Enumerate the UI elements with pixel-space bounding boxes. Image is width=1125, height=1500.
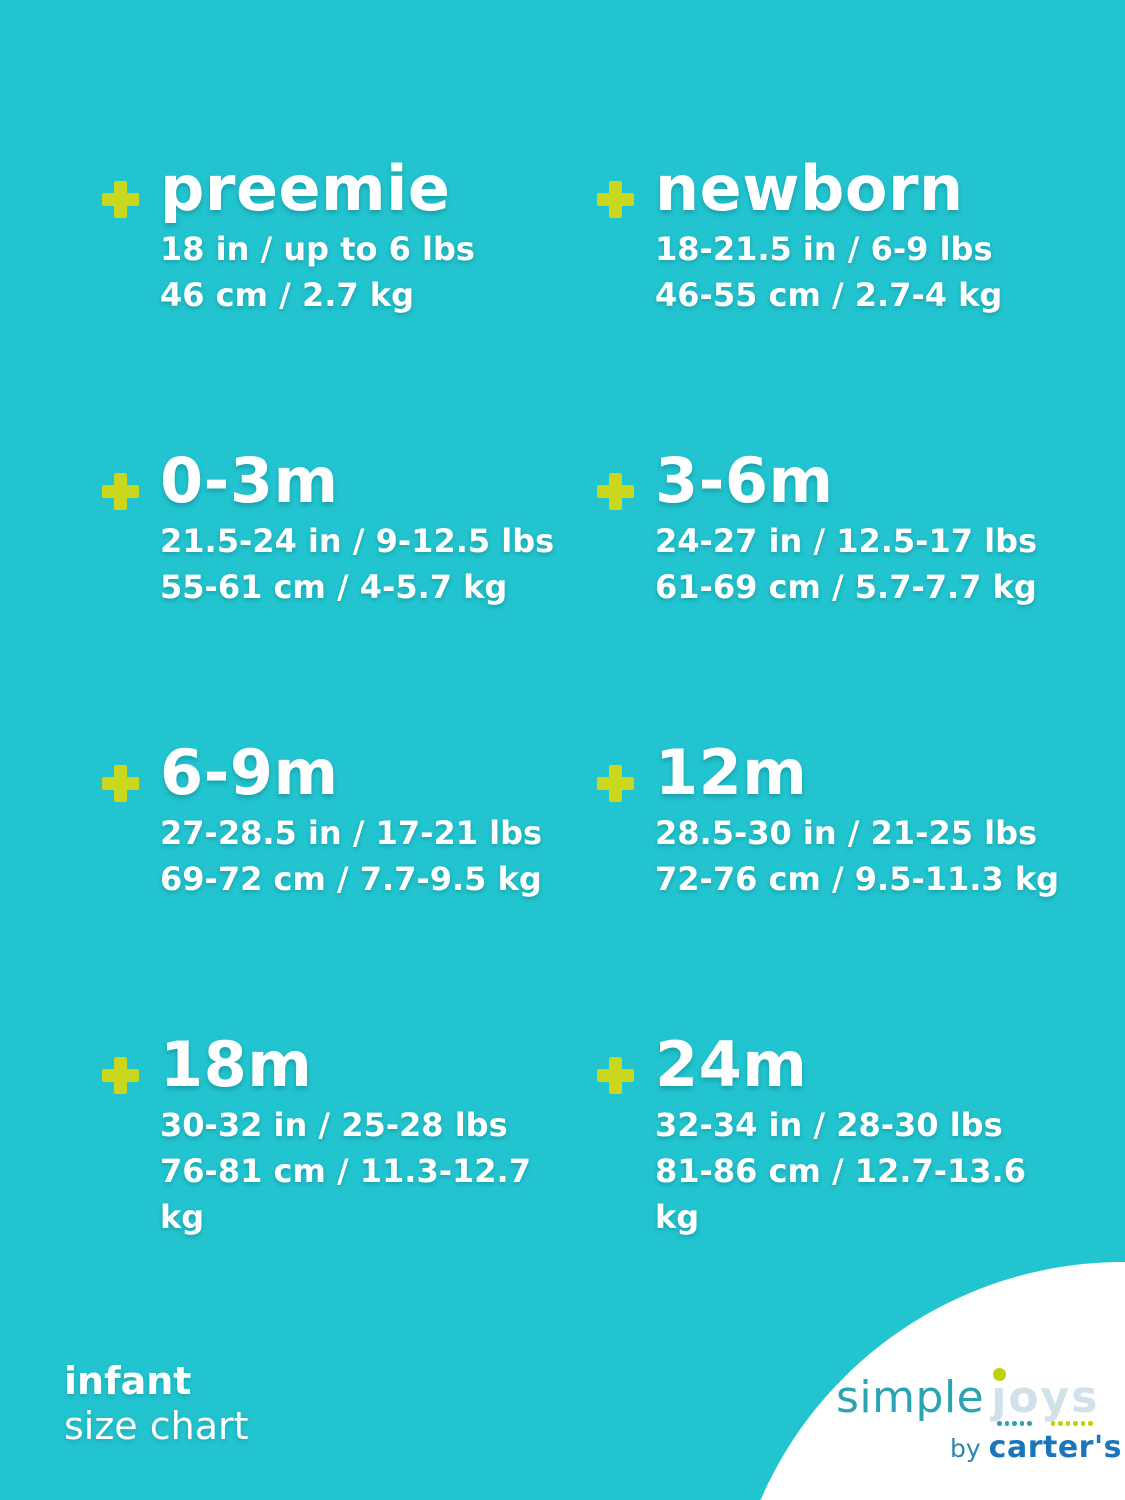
- size-entry-12m: 12m 28.5-30 in / 21-25 lbs 72-76 cm / 9.…: [597, 736, 1067, 902]
- plus-icon: [102, 765, 139, 802]
- teal-dots-icon: [997, 1421, 1032, 1426]
- size-label: 6-9m: [160, 736, 339, 809]
- size-entry-6-9m: 6-9m 27-28.5 in / 17-21 lbs 69-72 cm / 7…: [102, 736, 572, 902]
- size-range-metric: 72-76 cm / 9.5-11.3 kg: [655, 860, 1060, 898]
- size-range-imperial: 32-34 in / 28-30 lbs: [655, 1106, 1003, 1144]
- size-range-imperial: 18 in / up to 6 lbs: [160, 230, 475, 268]
- size-label: 18m: [160, 1028, 313, 1101]
- size-range-imperial: 18-21.5 in / 6-9 lbs: [655, 230, 993, 268]
- joys-j-dot-icon: [993, 1368, 1007, 1381]
- size-entry-18m: 18m 30-32 in / 25-28 lbs 76-81 cm / 11.3…: [102, 1028, 572, 1240]
- size-range-metric: 46-55 cm / 2.7-4 kg: [655, 276, 1003, 314]
- byline-by: by: [950, 1434, 981, 1463]
- size-entry-preemie: preemie 18 in / up to 6 lbs 46 cm / 2.7 …: [102, 152, 572, 318]
- size-entry-24m: 24m 32-34 in / 28-30 lbs 81-86 cm / 12.7…: [597, 1028, 1067, 1240]
- size-range-imperial: 24-27 in / 12.5-17 lbs: [655, 522, 1038, 560]
- size-range-metric: 76-81 cm / 11.3-12.7 kg: [160, 1152, 531, 1236]
- yellow-dots-icon: [1050, 1421, 1093, 1426]
- chart-subtitle: size chart: [64, 1404, 249, 1448]
- plus-icon: [597, 473, 634, 510]
- brand-byline: by carter's ™: [950, 1430, 1125, 1465]
- size-label: newborn: [655, 152, 964, 225]
- plus-icon: [102, 473, 139, 510]
- size-entry-0-3m: 0-3m 21.5-24 in / 9-12.5 lbs 55-61 cm / …: [102, 444, 572, 610]
- size-label: 0-3m: [160, 444, 339, 517]
- brand-word-simple: simple: [836, 1372, 985, 1423]
- size-range-imperial: 27-28.5 in / 17-21 lbs: [160, 814, 543, 852]
- size-label: 3-6m: [655, 444, 834, 517]
- plus-icon: [102, 1057, 139, 1094]
- size-range-imperial: 21.5-24 in / 9-12.5 lbs: [160, 522, 555, 560]
- chart-category: infant: [64, 1359, 192, 1403]
- joys-j-glyph: ȷ: [991, 1372, 1009, 1423]
- byline-carters: carter's: [988, 1430, 1123, 1465]
- size-range-metric: 55-61 cm / 4-5.7 kg: [160, 568, 508, 606]
- plus-icon: [102, 181, 139, 218]
- size-range-imperial: 30-32 in / 25-28 lbs: [160, 1106, 508, 1144]
- size-entry-3-6m: 3-6m 24-27 in / 12.5-17 lbs 61-69 cm / 5…: [597, 444, 1067, 610]
- size-range-metric: 46 cm / 2.7 kg: [160, 276, 414, 314]
- size-range-imperial: 28.5-30 in / 21-25 lbs: [655, 814, 1038, 852]
- logo-underline-dots-icon: [997, 1421, 1093, 1426]
- size-label: 12m: [655, 736, 808, 809]
- size-label: preemie: [160, 152, 451, 225]
- joys-rest-glyphs: oys: [1008, 1372, 1100, 1423]
- size-range-metric: 61-69 cm / 5.7-7.7 kg: [655, 568, 1037, 606]
- brand-logo-wordmark: simple ȷ oys: [836, 1368, 1099, 1423]
- size-range-metric: 69-72 cm / 7.7-9.5 kg: [160, 860, 542, 898]
- size-entry-newborn: newborn 18-21.5 in / 6-9 lbs 46-55 cm / …: [597, 152, 1067, 318]
- plus-icon: [597, 181, 634, 218]
- plus-icon: [597, 1057, 634, 1094]
- brand-word-joys: ȷ oys: [991, 1368, 1099, 1420]
- size-range-metric: 81-86 cm / 12.7-13.6 kg: [655, 1152, 1026, 1236]
- plus-icon: [597, 765, 634, 802]
- size-label: 24m: [655, 1028, 808, 1101]
- chart-footer: infant size chart: [64, 1358, 249, 1448]
